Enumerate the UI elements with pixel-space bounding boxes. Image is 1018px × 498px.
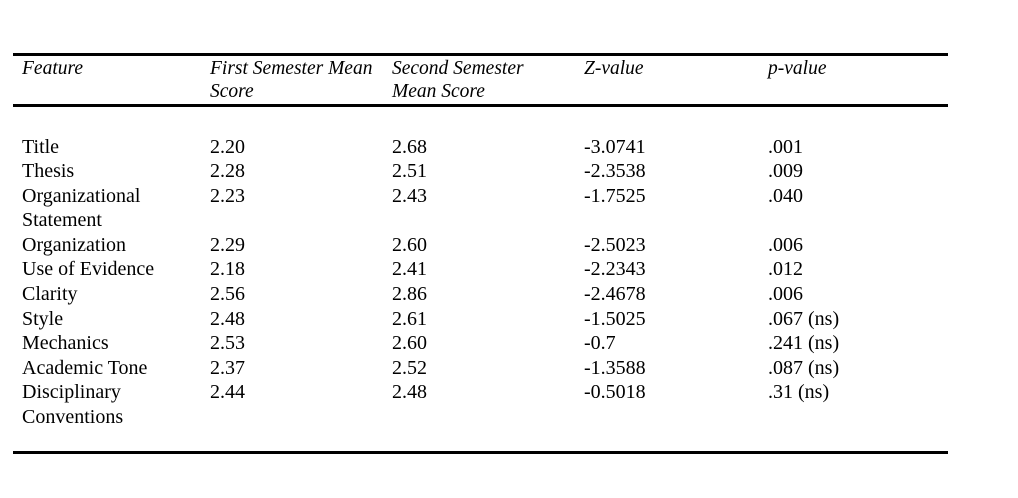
cell-p: .067 (ns)	[768, 307, 840, 330]
table-bottom-rule	[13, 450, 948, 454]
cell-p: .241 (ns)	[768, 332, 840, 355]
cell-feature: Organization	[22, 233, 127, 256]
results-table: Feature First Semester Mean Score Second…	[13, 53, 948, 454]
cell-z: -2.4678	[584, 283, 646, 306]
cell-second: 2.43	[392, 184, 427, 207]
cell-p: .087 (ns)	[768, 356, 840, 379]
cell-feature: Thesis	[22, 160, 75, 183]
cell-z: -1.3588	[584, 356, 646, 379]
header-second-semester-mean-score: Second Semester Mean Score	[392, 58, 524, 102]
table-header-row: Feature First Semester Mean Score Second…	[13, 56, 948, 104]
cell-second: 2.61	[392, 307, 427, 330]
cell-z: -2.2343	[584, 258, 646, 281]
cell-feature: Use of Evidence	[22, 258, 155, 281]
table-row: Organizational Statement 2.23 2.43 -1.7525.…	[13, 184, 948, 233]
table-row: Academic Tone 2.37 2.52 -1.3588 .087 (ns)	[13, 356, 948, 381]
cell-second: 2.51	[392, 160, 427, 183]
header-p-value: p-value	[768, 58, 827, 79]
header-z-value: Z-value	[584, 58, 644, 79]
cell-p: .009	[768, 160, 803, 183]
table-header-rule	[13, 104, 948, 107]
cell-p: .006	[768, 283, 803, 306]
cell-z: -0.7	[584, 332, 616, 355]
header-first-semester-mean-score: First Semester Mean Score	[210, 58, 373, 102]
cell-first: 2.28	[210, 160, 245, 183]
cell-first: 2.29	[210, 233, 245, 256]
cell-p: .001	[768, 135, 803, 158]
table-row: Style 2.48 2.61 -1.5025 .067 (ns)	[13, 307, 948, 332]
table-row: Clarity 2.56 2.86 -2.4678 .006	[13, 282, 948, 307]
cell-feature: Clarity	[22, 283, 78, 306]
table-row: Use of Evidence 2.18 2.41 -2.2343 .012	[13, 257, 948, 282]
cell-first: 2.44	[210, 381, 245, 404]
header-feature: Feature	[22, 58, 84, 79]
cell-first: 2.23	[210, 184, 245, 207]
cell-feature: Mechanics	[22, 332, 109, 355]
cell-p: .012	[768, 258, 803, 281]
cell-second: 2.52	[392, 356, 427, 379]
cell-p: .31 (ns)	[768, 381, 830, 404]
cell-p: .040	[768, 184, 803, 207]
cell-z: -2.5023	[584, 233, 646, 256]
cell-p: .006	[768, 233, 803, 256]
cell-z: -1.7525	[584, 184, 646, 207]
cell-z: -3.0741	[584, 135, 646, 158]
cell-z: -0.5018	[584, 381, 646, 404]
table-row: Title 2.20 2.68 -3.0741 .001	[13, 135, 948, 160]
cell-first: 2.48	[210, 307, 245, 330]
cell-feature: Organizational Statement	[22, 184, 141, 232]
cell-feature: Academic Tone	[22, 356, 148, 379]
cell-first: 2.37	[210, 356, 245, 379]
table-row: Disciplinary Conventions 2.44 2.48 -0.5018.…	[13, 380, 948, 429]
cell-z: -1.5025	[584, 307, 646, 330]
table-row: Thesis 2.28 2.51 -2.3538 .009	[13, 159, 948, 184]
cell-first: 2.18	[210, 258, 245, 281]
cell-second: 2.86	[392, 283, 427, 306]
cell-first: 2.53	[210, 332, 245, 355]
table-body: Title 2.20 2.68 -3.0741 .001 Thesis 2.28 2.51 -2…	[13, 107, 948, 451]
cell-second: 2.60	[392, 332, 427, 355]
cell-second: 2.68	[392, 135, 427, 158]
table-row: Organization 2.29 2.60 -2.5023 .006	[13, 233, 948, 258]
cell-feature: Style	[22, 307, 64, 330]
cell-second: 2.48	[392, 381, 427, 404]
cell-z: -2.3538	[584, 160, 646, 183]
cell-second: 2.41	[392, 258, 427, 281]
cell-feature: Disciplinary Conventions	[22, 381, 124, 429]
cell-second: 2.60	[392, 233, 427, 256]
cell-first: 2.20	[210, 135, 245, 158]
table-row: Mechanics 2.53 2.60 -0.7 .241 (ns)	[13, 331, 948, 356]
cell-feature: Title	[22, 135, 60, 158]
table-top-rule	[13, 53, 948, 56]
cell-first: 2.56	[210, 283, 245, 306]
